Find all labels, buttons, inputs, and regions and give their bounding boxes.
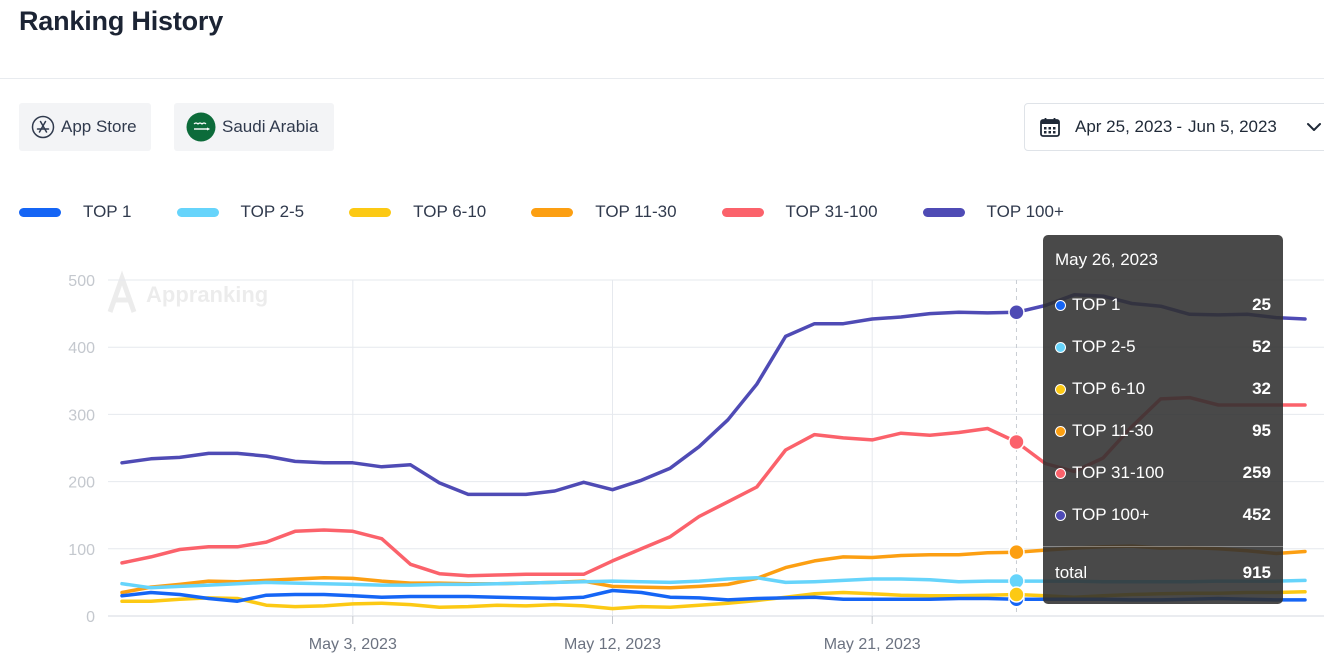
date-end: Jun 5, 2023: [1188, 117, 1277, 136]
tooltip-total-value: 915: [1242, 563, 1271, 582]
calendar-icon: [1039, 116, 1061, 138]
legend-item-top-31-100[interactable]: TOP 31-100: [721, 202, 878, 222]
store-filter-label: App Store: [61, 117, 137, 136]
tooltip-label: TOP 6-10: [1072, 379, 1146, 398]
legend-item-top-6-10[interactable]: TOP 6-10: [349, 202, 486, 222]
tooltip-dot: [1055, 467, 1066, 479]
country-filter-button[interactable]: Saudi Arabia: [174, 103, 334, 151]
tooltip-divider: [1043, 546, 1283, 547]
legend-swatch: [922, 207, 965, 217]
tooltip-value: 259: [1242, 463, 1271, 482]
date-range-picker[interactable]: Apr 25, 2023 - Jun 5, 2023: [1024, 103, 1324, 151]
legend-label: TOP 11-30: [595, 202, 677, 221]
store-filter-button[interactable]: App Store: [19, 103, 151, 151]
tooltip-dot: [1055, 425, 1066, 437]
tooltip-label: TOP 2-5: [1072, 337, 1136, 356]
y-tick-label: 500: [68, 273, 95, 290]
hover-point-top-11-30: [1008, 543, 1025, 561]
app-store-icon: [31, 115, 55, 139]
y-tick-label: 0: [86, 609, 95, 626]
x-tick-label: May 21, 2023: [824, 636, 921, 653]
y-tick-label: 100: [68, 542, 95, 559]
hover-point-top-100-plus: [1008, 304, 1025, 321]
tooltip-label: TOP 1: [1072, 295, 1121, 314]
tooltip-dot: [1055, 341, 1066, 353]
tooltip-value: 52: [1252, 337, 1271, 356]
tooltip-row-top-2-5: TOP 2-5 52: [1055, 336, 1271, 358]
tooltip-row-top-100-plus: TOP 100+ 452: [1055, 504, 1271, 526]
legend-label: TOP 100+: [986, 202, 1064, 221]
page-title: Ranking History: [19, 6, 224, 36]
tooltip-total-label: total: [1055, 563, 1088, 582]
legend-swatch: [176, 207, 219, 217]
tooltip-label: TOP 100+: [1072, 505, 1150, 524]
legend-swatch: [531, 207, 574, 217]
chart-tooltip: May 26, 2023 TOP 1 25 TOP 2-5 52 TOP 6-10 32 T…: [1043, 235, 1283, 604]
tooltip-dot: [1055, 299, 1066, 311]
tooltip-dot: [1055, 383, 1066, 395]
y-tick-label: 200: [68, 475, 95, 492]
legend-label: TOP 1: [83, 202, 132, 221]
y-tick-label: 300: [68, 407, 95, 424]
tooltip-dot: [1055, 509, 1066, 521]
tooltip-row-top-31-100: TOP 31-100 259: [1055, 462, 1271, 484]
legend-item-top-2-5[interactable]: TOP 2-5: [176, 202, 305, 222]
date-separator: -: [1176, 117, 1183, 136]
tooltip-label: TOP 31-100: [1072, 463, 1164, 482]
x-tick-label: May 3, 2023: [309, 636, 397, 653]
tooltip-value: 32: [1252, 379, 1271, 398]
tooltip-row-top-11-30: TOP 11-30 95: [1055, 420, 1271, 442]
tooltip-value: 95: [1252, 421, 1271, 440]
tooltip-value: 452: [1242, 505, 1271, 524]
legend-swatch: [19, 207, 61, 217]
tooltip-row-top-1: TOP 1 25: [1055, 294, 1271, 316]
legend-item-top-100-plus[interactable]: TOP 100+: [922, 202, 1064, 222]
legend-label: TOP 31-100: [785, 202, 878, 221]
header-divider: [0, 78, 1324, 79]
date-start: Apr 25, 2023: [1075, 117, 1173, 136]
tooltip-total-row: total 915: [1055, 563, 1271, 583]
chevron-down-icon: [1305, 118, 1323, 136]
hover-point-top-31-100: [1008, 433, 1025, 451]
tooltip-date: May 26, 2023: [1055, 250, 1159, 269]
legend-label: TOP 6-10: [413, 202, 487, 221]
legend-swatch: [721, 207, 764, 217]
tooltip-value: 25: [1252, 295, 1271, 314]
svg-text:Appranking: Appranking: [146, 282, 268, 307]
hover-point-top-6-10: [1008, 586, 1025, 603]
tooltip-label: TOP 11-30: [1072, 421, 1154, 440]
tooltip-row-top-6-10: TOP 6-10 32: [1055, 378, 1271, 400]
appranking-watermark: Appranking: [107, 270, 268, 313]
chart-legend: TOP 1 TOP 2-5 TOP 6-10 TOP 11-30 TOP 31-100 T…: [19, 199, 1109, 225]
saudi-flag-icon: [186, 112, 216, 142]
legend-label: TOP 2-5: [240, 202, 305, 221]
legend-swatch: [349, 207, 392, 217]
x-tick-label: May 12, 2023: [564, 636, 661, 653]
y-tick-label: 400: [68, 340, 95, 357]
legend-item-top-11-30[interactable]: TOP 11-30: [531, 202, 677, 222]
country-filter-label: Saudi Arabia: [222, 117, 319, 136]
legend-item-top-1[interactable]: TOP 1: [19, 202, 132, 222]
